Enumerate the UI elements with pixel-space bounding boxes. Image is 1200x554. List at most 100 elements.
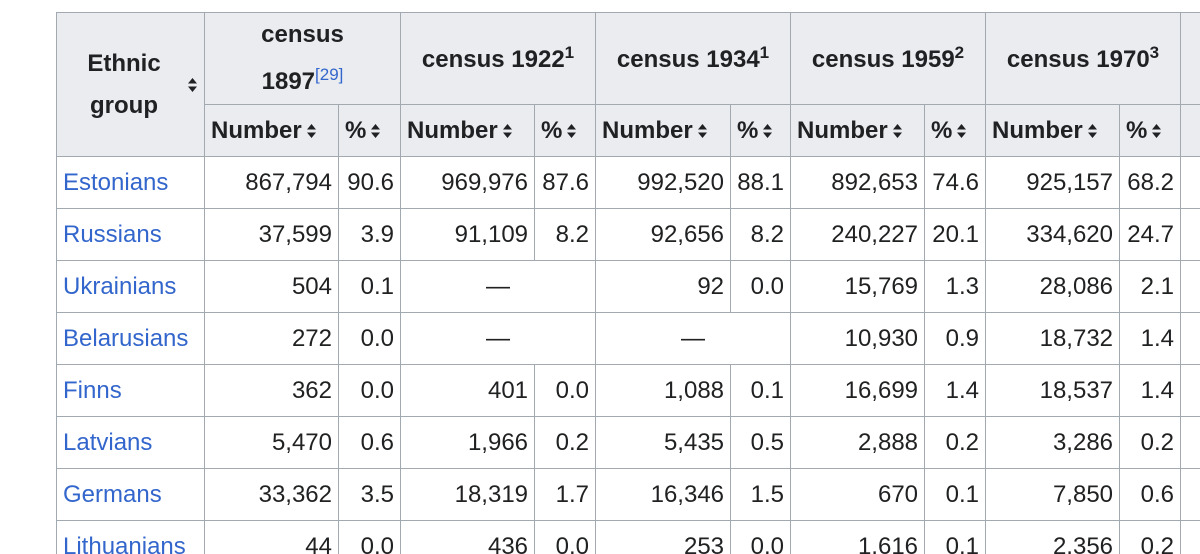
sort-icon[interactable] (697, 123, 708, 139)
census-title: census 1970 (1006, 46, 1150, 73)
table-row: Finns 362 0.0 401 0.0 1,088 0.1 16,699 1.4 18,537… (56, 364, 1200, 417)
sort-arrows (697, 124, 707, 139)
ethnic-group-link[interactable]: Germans (63, 480, 162, 508)
census-title: census 1934 (616, 46, 760, 73)
sort-arrows (763, 124, 773, 139)
percent-cell: 1.3 (924, 260, 987, 313)
ethnic-group-link[interactable]: Lithuanians (63, 532, 186, 554)
number-cell: 969,976 (400, 156, 536, 209)
percent-cell: 0.5 (730, 416, 792, 469)
table-row: Latvians 5,470 0.6 1,966 0.2 5,435 0.5 2,888 0.2… (56, 416, 1200, 469)
number-cell: 16,346 (595, 468, 732, 521)
percent-cell: 1.4 (924, 364, 987, 417)
percent-cell: 0.6 (1119, 468, 1182, 521)
percent-cell: 2.1 (1119, 260, 1182, 313)
ethnic-group-link[interactable]: Latvians (63, 428, 153, 456)
number-header[interactable]: Number (985, 104, 1121, 157)
percent-header[interactable]: % (337, 104, 402, 157)
ethnic-group-link[interactable]: Finns (63, 376, 122, 404)
ethnic-group-cell: Belarusians (56, 312, 205, 365)
percent-cell: 0.2 (1119, 416, 1182, 469)
sort-icon[interactable] (306, 123, 317, 139)
sort-arrows (371, 124, 381, 139)
subheader-text: Number (602, 116, 693, 144)
census-title-wrap: census 19703 (992, 43, 1174, 74)
census-header: census 1897[29] (203, 12, 402, 105)
number-cell: 240,227 (790, 208, 926, 261)
census-title-wrap: census 19341 (602, 43, 784, 74)
percent-cell: 1.4 (1119, 364, 1182, 417)
sort-icon[interactable] (187, 77, 198, 93)
sort-icon[interactable] (762, 123, 773, 139)
percent-cell: 1.5 (730, 468, 792, 521)
number-header[interactable]: Number (400, 104, 536, 157)
number-cell: 5,470 (204, 416, 339, 469)
ethnic-group-link[interactable]: Russians (63, 220, 162, 248)
table-body: Estonians 867,794 90.6 969,976 87.6 992,520 88… (56, 156, 1200, 554)
number-header[interactable]: Number (790, 104, 926, 157)
sort-arrows (188, 78, 197, 93)
sort-icon[interactable] (566, 123, 577, 139)
ethnic-group-cell: Ukrainians (56, 260, 205, 313)
subheader-text: Number (797, 116, 888, 144)
header-text: Ethnic group (87, 49, 161, 119)
subheader-text: % (931, 116, 953, 144)
sort-icon[interactable] (892, 123, 903, 139)
percent-cell: 88.1 (730, 156, 792, 209)
sort-icon[interactable] (370, 123, 381, 139)
census-title-wrap: census 19221 (407, 43, 589, 74)
percent-header[interactable]: % (924, 104, 987, 157)
number-cell: 272 (204, 312, 339, 365)
number-cell: 253 (595, 520, 732, 554)
percent-cell: 0.1 (337, 260, 402, 313)
percent-header[interactable]: % (730, 104, 792, 157)
ethnic-group-link[interactable]: Estonians (63, 168, 169, 196)
census-header-partial (1180, 12, 1200, 105)
number-header[interactable]: Number (204, 104, 339, 157)
percent-cell: 1.7 (534, 468, 597, 521)
census-title-wrap: census 1897[29] (211, 15, 394, 102)
percent-cell: 0.1 (924, 520, 987, 554)
census-table: Ethnic group census 1897[29] census 19221… (56, 12, 1200, 554)
sort-icon[interactable] (1151, 123, 1162, 139)
number-cell: 18,319 (400, 468, 536, 521)
percent-header[interactable]: % (534, 104, 597, 157)
sort-arrows (957, 124, 967, 139)
percent-cell: 20.1 (924, 208, 987, 261)
number-cell: 2,888 (790, 416, 926, 469)
percent-cell: 3.5 (337, 468, 402, 521)
percent-cell: 87.6 (534, 156, 597, 209)
percent-cell: 0.2 (924, 416, 987, 469)
ethnic-group-header[interactable]: Ethnic group (56, 12, 205, 157)
census-title: census 1959 (811, 46, 955, 73)
number-cell: 867,794 (204, 156, 339, 209)
percent-header[interactable]: % (1119, 104, 1182, 157)
table-row: Lithuanians 44 0.0 436 0.0 253 0.0 1,616 0.1 2,35… (56, 520, 1200, 554)
sort-icon[interactable] (1087, 123, 1098, 139)
ethnic-group-link[interactable]: Belarusians (63, 324, 189, 352)
percent-cell: 0.0 (730, 260, 792, 313)
table-row: Ukrainians 504 0.1—92 0.0 15,769 1.3 28,086 2.1 (56, 260, 1200, 313)
percent-cell: 0.2 (1119, 520, 1182, 554)
partial-cell (1180, 156, 1200, 209)
number-cell: 18,732 (985, 312, 1121, 365)
number-cell: 44 (204, 520, 339, 554)
ethnic-group-cell: Latvians (56, 416, 205, 469)
sort-icon[interactable] (956, 123, 967, 139)
percent-cell: 8.2 (534, 208, 597, 261)
number-cell: 7,850 (985, 468, 1121, 521)
partial-cell (1180, 312, 1200, 365)
ethnic-group-link[interactable]: Ukrainians (63, 272, 177, 300)
ethnic-group-cell: Lithuanians (56, 520, 205, 554)
sort-arrows (892, 124, 902, 139)
table-row: Russians 37,599 3.9 91,109 8.2 92,656 8.2 240,2… (56, 208, 1200, 261)
subheader-text: Number (992, 116, 1083, 144)
number-cell: 504 (204, 260, 339, 313)
number-cell: 401 (400, 364, 536, 417)
sort-icon[interactable] (502, 123, 513, 139)
subheader-text: Number (211, 116, 302, 144)
number-header[interactable]: Number (595, 104, 732, 157)
census-header: census 19221 (400, 12, 597, 105)
percent-cell: 0.0 (337, 312, 402, 365)
census-ref[interactable]: [29] (315, 65, 344, 84)
